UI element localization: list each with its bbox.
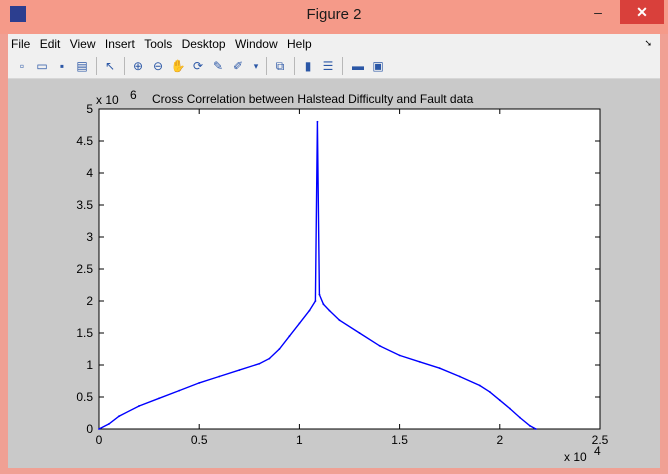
chart-title: Cross Correlation between Halstead Diffi… <box>152 92 474 106</box>
figure-canvas[interactable]: 0 0.5 1 1.5 2 2.5 0 0.5 1 1.5 2 2.5 3 3.5 4 4.5 5 x 10 6 Cr… <box>8 79 660 468</box>
x-exponent-value: 4 <box>594 444 601 458</box>
x-tick-label: 1.5 <box>391 433 408 447</box>
y-tick-label: 5 <box>86 102 93 116</box>
menu-tools[interactable]: Tools <box>144 37 173 51</box>
data-point <box>322 303 325 306</box>
data-point <box>418 360 421 363</box>
y-tick-label: 1 <box>86 358 93 372</box>
y-tick-label: 4 <box>86 166 93 180</box>
data-point <box>178 389 181 392</box>
y-tick-label: 3.5 <box>76 198 93 212</box>
brush-dropdown-icon[interactable]: ▾ <box>253 61 259 71</box>
data-point <box>138 405 140 407</box>
data-point <box>498 399 501 402</box>
y-tick-label: 2 <box>86 294 93 308</box>
show-plot-tools-icon[interactable]: ▣ <box>372 59 384 73</box>
data-series-line <box>98 121 537 430</box>
data-point <box>238 369 241 372</box>
toolbar-separator <box>96 57 97 75</box>
data-point <box>316 120 319 123</box>
y-tick-label: 2.5 <box>76 262 93 276</box>
legend-icon[interactable]: ☰ <box>322 59 334 73</box>
toolbar-separator <box>266 57 267 75</box>
data-point <box>308 309 311 312</box>
data-point <box>508 407 511 410</box>
x-tick-label: 0 <box>96 433 103 447</box>
zoom-in-icon[interactable]: ⊕ <box>132 59 144 73</box>
brush-icon[interactable]: ✐ <box>232 59 244 73</box>
data-point <box>534 428 537 430</box>
data-point <box>278 348 281 350</box>
y-tick-label: 0.5 <box>76 390 93 404</box>
data-point <box>118 415 120 418</box>
data-point <box>298 322 301 325</box>
y-tick-label: 3 <box>86 230 93 244</box>
data-point <box>198 382 201 384</box>
x-tick-label: 0.5 <box>191 433 208 447</box>
menu-bar: File Edit View Insert Tools Desktop Wind… <box>8 34 660 54</box>
hide-plot-tools-icon[interactable]: ▬ <box>352 59 364 73</box>
data-point <box>218 375 221 378</box>
x-tick-label: 2.5 <box>592 433 609 447</box>
x-tick-label: 1 <box>296 433 303 447</box>
data-point <box>98 428 100 430</box>
data-point <box>318 293 321 296</box>
zoom-out-icon[interactable]: ⊖ <box>152 59 164 73</box>
save-icon[interactable]: ▪ <box>59 59 65 73</box>
data-point <box>518 416 521 419</box>
close-button[interactable]: ✕ <box>620 0 664 24</box>
y-tick-label: 1.5 <box>76 326 93 340</box>
print-icon[interactable]: ▤ <box>76 59 88 73</box>
menu-view[interactable]: View <box>69 37 96 51</box>
link-icon[interactable]: ⧉ <box>275 59 285 73</box>
data-point <box>258 362 261 365</box>
data-point <box>328 309 331 312</box>
menu-overflow-arrow[interactable]: ➘ <box>644 38 652 48</box>
menu-file[interactable]: File <box>11 37 31 51</box>
data-point <box>288 335 291 338</box>
data-point <box>158 397 161 400</box>
menu-window[interactable]: Window <box>234 37 278 51</box>
data-cursor-icon[interactable]: ✎ <box>212 59 224 73</box>
select-arrow-icon[interactable]: ↖ <box>104 59 116 73</box>
toolbar-separator <box>342 57 343 75</box>
data-point <box>338 319 341 322</box>
rotate-3d-icon[interactable]: ⟳ <box>192 59 204 73</box>
data-point <box>438 367 441 370</box>
title-bar[interactable]: Figure 2 – □ ✕ <box>0 0 668 34</box>
plot-axes-box <box>98 108 601 430</box>
data-point <box>108 422 110 425</box>
window-title: Figure 2 <box>306 6 362 23</box>
y-tick-label: 0 <box>86 422 93 436</box>
data-point <box>488 390 491 393</box>
y-exponent-value: 6 <box>130 88 137 102</box>
plot-svg[interactable]: 0 0.5 1 1.5 2 2.500.511.522.533.544.55x 10 6 Cr… <box>8 79 660 468</box>
data-point <box>268 357 271 360</box>
data-point <box>378 344 381 347</box>
new-figure-icon[interactable]: ▫ <box>19 59 25 73</box>
data-point <box>398 354 401 357</box>
x-exponent-label: x 10 <box>564 450 587 464</box>
menu-desktop[interactable]: Desktop <box>181 37 226 51</box>
pan-icon[interactable]: ✋ <box>170 59 186 73</box>
data-point <box>314 300 317 302</box>
menu-help[interactable]: Help <box>286 37 312 51</box>
y-tick-label: 4.5 <box>76 134 93 148</box>
menu-insert[interactable]: Insert <box>104 37 135 51</box>
matlab-app-icon <box>10 6 26 22</box>
data-point <box>458 375 461 378</box>
minimize-button[interactable]: – <box>594 4 602 20</box>
data-point <box>358 332 361 334</box>
toolbar-separator <box>294 57 295 75</box>
y-exponent-label: x 10 <box>96 93 119 107</box>
data-point <box>528 424 531 427</box>
x-tick-label: 2 <box>496 433 503 447</box>
toolbar-separator <box>124 57 125 75</box>
open-file-icon[interactable]: ▭ <box>36 59 48 73</box>
menu-edit[interactable]: Edit <box>39 37 61 51</box>
figure-toolbar: ▫ ▭ ▪ ▤ ↖ ⊕ ⊖ ✋ ⟳ ✎ ✐ ▾ ⧉ ▮ ☰ ▬ ▣ <box>8 54 660 79</box>
colorbar-icon[interactable]: ▮ <box>304 59 312 73</box>
data-point <box>478 384 481 387</box>
